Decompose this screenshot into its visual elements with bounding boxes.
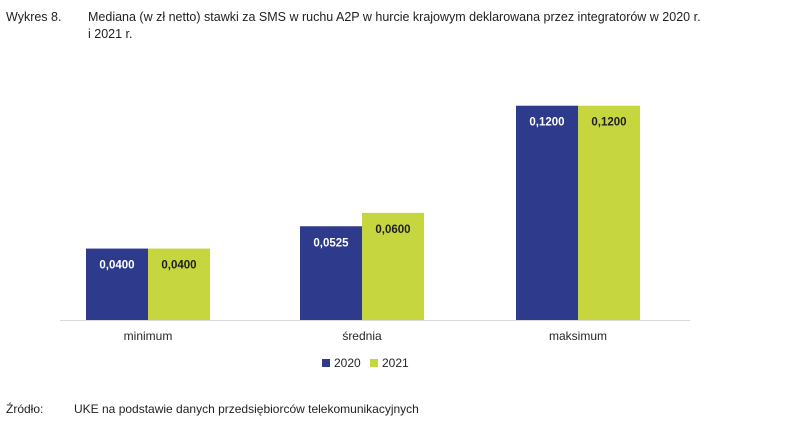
- data-label-2020-0: 0,0400: [99, 260, 134, 272]
- caption-text: Mediana (w zł netto) stawki za SMS w ruc…: [88, 10, 701, 41]
- legend-swatch-2020: [322, 359, 330, 367]
- bar-2021-0: [148, 248, 210, 320]
- chart-caption: Wykres 8. Mediana (w zł netto) stawki za…: [6, 9, 706, 43]
- bar-2020-0: [86, 248, 148, 320]
- source-label: Źródło:: [6, 402, 44, 416]
- data-label-2020-2: 0,1200: [529, 117, 564, 129]
- bar-2021-1: [362, 212, 424, 320]
- legend-swatch-2021: [370, 359, 378, 367]
- source-note: Źródło: UKE na podstawie danych przedsię…: [6, 402, 419, 416]
- data-label-2021-1: 0,0600: [375, 224, 410, 236]
- legend-label-2020: 2020: [334, 356, 361, 370]
- data-label-2021-2: 0,1200: [591, 117, 626, 129]
- bar-2021-2: [578, 105, 640, 320]
- category-label-2: maksimum: [549, 329, 607, 343]
- category-label-0: minimum: [124, 329, 173, 343]
- caption-label: Wykres 8.: [6, 10, 62, 24]
- source-text: UKE na podstawie danych przedsiębiorców …: [74, 402, 419, 416]
- bar-2020-2: [516, 105, 578, 320]
- data-label-2021-0: 0,0400: [161, 260, 196, 272]
- data-label-2020-1: 0,0525: [313, 237, 349, 249]
- bar-chart: 0,0400 0,0400 minimum 0,0525 0,0600 średnia 0,…: [60, 105, 690, 370]
- legend-label-2021: 2021: [382, 356, 409, 370]
- category-label-1: średnia: [342, 329, 382, 343]
- bar-2020-1: [300, 226, 362, 320]
